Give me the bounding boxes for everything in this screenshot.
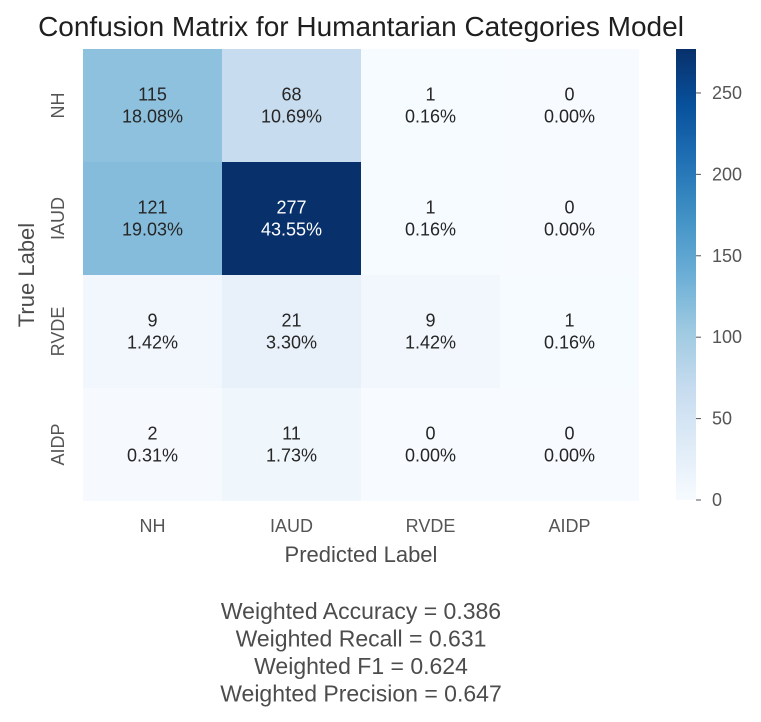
cell-percent-label: 3.30% [266,333,317,353]
heatmap-cell [500,162,639,275]
colorbar [676,49,696,500]
x-tick-labels: NH IAUD RVDE AIDP [140,516,591,536]
cell-percent-label: 0.00% [544,446,595,466]
colorbar-tick-label: 150 [712,246,742,266]
cell-percent-label: 0.31% [127,446,178,466]
cell-count-label: 0 [564,198,574,218]
metric-line: Weighted Precision = 0.647 [220,681,502,707]
heatmap-cell [222,49,361,162]
cell-count-label: 9 [425,311,435,331]
cell-count-label: 9 [147,311,157,331]
cell-percent-label: 1.42% [405,333,456,353]
heatmap-cell [83,162,222,275]
y-tick-label: NH [48,93,68,119]
cell-count-label: 115 [138,85,167,105]
y-axis-label: True Label [14,223,39,327]
colorbar-tick-label: 100 [712,327,742,347]
cell-percent-label: 0.00% [405,446,456,466]
colorbar-tick-label: 250 [712,83,742,103]
colorbar-tick-label: 200 [712,164,742,184]
heatmap-cell [361,162,500,275]
cell-count-label: 277 [276,198,306,218]
cell-count-label: 2 [147,424,157,444]
y-tick-label: RVDE [48,307,68,357]
heatmap-cell [222,388,361,501]
cell-count-label: 1 [564,311,574,331]
cell-count-label: 121 [137,198,167,218]
chart-title: Confusion Matrix for Humantarian Categor… [38,11,684,42]
y-tick-label: AIDP [48,423,68,465]
x-tick-label: IAUD [270,516,313,536]
cell-percent-label: 0.16% [405,107,456,127]
heatmap-cell [500,49,639,162]
heatmap-cells: 11518.08%6810.69%10.16%00.00%12119.03%27… [83,49,639,501]
x-tick-label: AIDP [548,516,590,536]
colorbar-ticks: 0 50 100 150 200 250 [696,83,742,510]
metric-line: Weighted F1 = 0.624 [254,653,468,679]
heatmap-cell [361,49,500,162]
heatmap-cell [500,275,639,388]
cell-count-label: 0 [564,424,574,444]
cell-count-label: 0 [564,85,574,105]
heatmap-cell [83,388,222,501]
heatmap-cell [500,388,639,501]
colorbar-tick-label: 0 [712,490,722,510]
heatmap-cell [83,49,222,162]
cell-percent-label: 43.55% [261,220,322,240]
heatmap-cell [361,275,500,388]
cell-count-label: 1 [425,85,435,105]
y-tick-label: IAUD [48,197,68,240]
cell-percent-label: 0.16% [405,220,456,240]
heatmap-cell [222,162,361,275]
metric-line: Weighted Accuracy = 0.386 [221,598,501,624]
cell-percent-label: 1.42% [127,333,178,353]
colorbar-tick-label: 50 [712,409,732,429]
cell-count-label: 0 [425,424,435,444]
y-tick-labels: NH IAUD RVDE AIDP [48,93,68,466]
cell-percent-label: 10.69% [261,107,322,127]
x-tick-label: NH [140,516,166,536]
x-axis-label: Predicted Label [285,542,438,567]
cell-percent-label: 19.03% [122,220,183,240]
cell-count-label: 21 [281,311,301,331]
cell-percent-label: 0.16% [544,333,595,353]
cell-count-label: 68 [281,85,301,105]
cell-count-label: 11 [282,424,301,444]
cell-percent-label: 18.08% [122,107,183,127]
cell-percent-label: 0.00% [544,220,595,240]
cell-percent-label: 0.00% [544,107,595,127]
x-tick-label: RVDE [406,516,456,536]
heatmap-cell [361,388,500,501]
metric-line: Weighted Recall = 0.631 [236,626,487,652]
cell-count-label: 1 [425,198,435,218]
cell-percent-label: 1.73% [266,446,317,466]
heatmap-cell [83,275,222,388]
heatmap-cell [222,275,361,388]
